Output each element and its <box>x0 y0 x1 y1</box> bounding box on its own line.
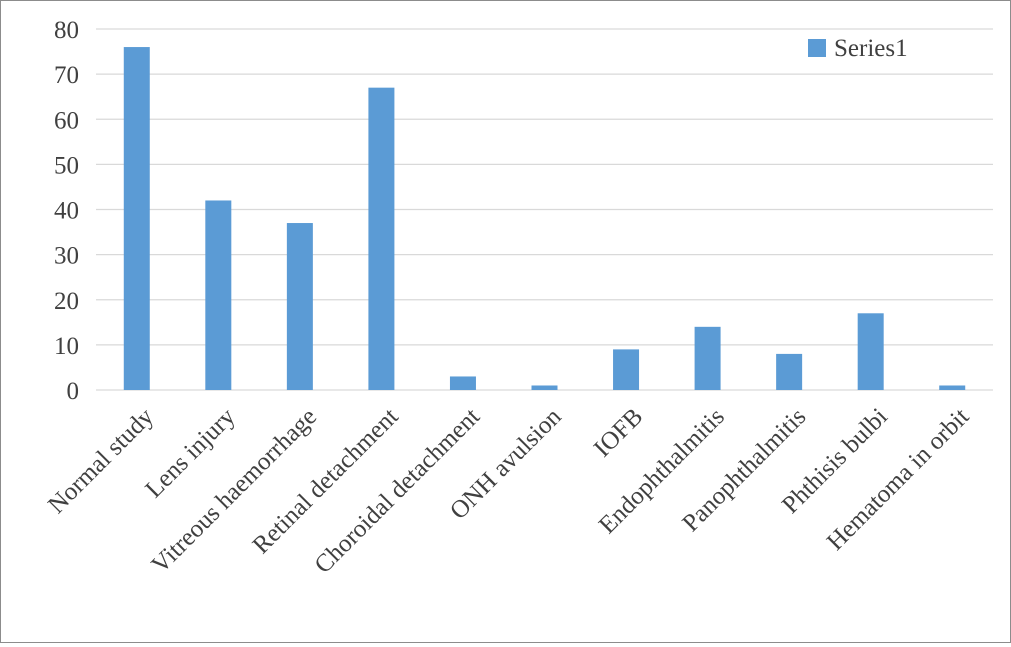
y-tick-label: 50 <box>54 152 79 179</box>
y-tick-label: 80 <box>54 17 79 44</box>
y-tick-label: 30 <box>54 243 79 270</box>
bar <box>368 87 395 390</box>
bar <box>613 349 640 390</box>
bar <box>449 376 476 390</box>
bar <box>123 47 150 391</box>
bar <box>939 385 966 390</box>
y-tick-label: 0 <box>67 378 80 405</box>
bar <box>776 353 803 390</box>
y-tick-label: 10 <box>54 333 79 360</box>
bar <box>531 385 558 390</box>
bars <box>123 47 966 391</box>
x-tick-label: Retinal detachment <box>248 403 404 559</box>
legend: Series1 <box>808 35 908 62</box>
y-tick-label: 40 <box>54 198 79 225</box>
legend-label: Series1 <box>834 35 908 62</box>
legend-swatch <box>808 39 826 57</box>
y-tick-label: 60 <box>54 107 79 134</box>
x-tick-label: Hematoma in orbit <box>822 403 975 556</box>
bar <box>694 326 721 390</box>
bar <box>857 313 884 390</box>
gridlines <box>96 28 993 391</box>
y-tick-label: 20 <box>54 288 79 315</box>
bar <box>286 223 313 390</box>
y-axis-ticks: 0 10 20 30 40 50 60 70 80 <box>54 17 79 405</box>
y-tick-label: 70 <box>54 62 79 89</box>
x-tick-label: IOFB <box>589 403 648 462</box>
x-tick-label: Normal study <box>43 403 159 519</box>
bar <box>205 200 232 390</box>
